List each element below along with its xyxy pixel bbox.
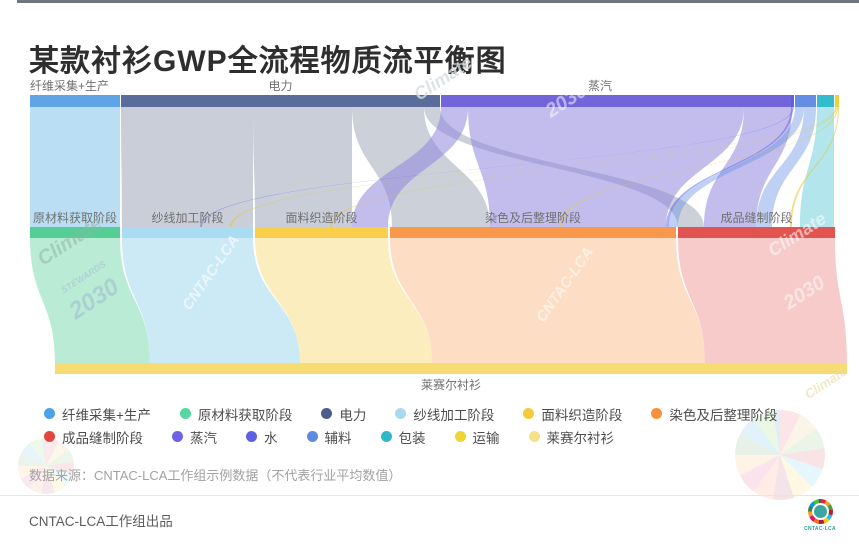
legend-dot-icon	[651, 408, 663, 419]
sankey-node-label-fabric: 面料织造阶段	[285, 210, 357, 225]
legend-label: 纤维采集+生产	[62, 407, 151, 423]
legend-dot-icon	[44, 431, 55, 442]
legend-dot-icon	[172, 431, 183, 442]
logo-text: CNTAC-LCA	[804, 526, 836, 532]
data-source-note: 数据来源：CNTAC-LCA工作组示例数据（不代表行业平均数值）	[29, 468, 402, 483]
legend-row: 成品缝制阶段 蒸汽 水 辅料 包装 运输 莱赛尔衬衫	[44, 425, 844, 448]
sankey-node-label-shirt: 莱赛尔衬衫	[421, 377, 481, 392]
sankey-node-aux[interactable]	[795, 95, 816, 107]
sankey-node-yarn[interactable]	[122, 227, 253, 238]
sankey-link-trans-sew[interactable]	[790, 107, 839, 227]
sankey-node-label-elec: 电力	[268, 79, 292, 93]
legend-dot-icon	[321, 408, 333, 419]
sankey-link-trans-dye[interactable]	[560, 107, 838, 227]
legend-item-纱线加工阶段[interactable]: 纱线加工阶段	[395, 404, 494, 424]
cntac-lca-logo: CNTAC-LCA	[803, 499, 837, 532]
sankey-node-label-steam: 蒸汽	[588, 78, 612, 93]
sankey-node-label-fiber: 纤维采集+生产	[30, 78, 109, 93]
legend-dot-icon	[306, 431, 318, 442]
legend-item-蒸汽[interactable]: 蒸汽	[172, 427, 217, 447]
sankey-link-fabric-shirt[interactable]	[255, 238, 432, 363]
page-title: 某款衬衫GWP全流程物质流平衡图	[29, 45, 507, 79]
chart-legend: 纤维采集+生产 原材料获取阶段 电力 纱线加工阶段 面料织造阶段 染色及后整理阶段成品缝制…	[44, 402, 844, 448]
legend-item-莱赛尔衬衫[interactable]: 莱赛尔衬衫	[528, 427, 615, 447]
legend-item-辅料[interactable]: 辅料	[306, 427, 352, 447]
legend-item-纤维采集+生产[interactable]: 纤维采集+生产	[44, 404, 151, 424]
legend-dot-icon	[523, 408, 535, 419]
sankey-link-steam-sew[interactable]	[704, 107, 792, 227]
sankey-link-aux-sew[interactable]	[756, 107, 816, 227]
legend-item-电力[interactable]: 电力	[321, 404, 366, 424]
legend-item-包装[interactable]: 包装	[380, 427, 426, 447]
legend-dot-icon	[395, 408, 407, 419]
footer-divider	[0, 495, 859, 496]
legend-label: 包装	[398, 430, 426, 446]
legend-dot-icon	[380, 431, 392, 442]
sdg-wheel-icon	[807, 499, 833, 524]
sankey-link-sew-shirt[interactable]	[678, 238, 847, 363]
sankey-node-steam[interactable]	[441, 95, 792, 107]
legend-item-面料织造阶段[interactable]: 面料织造阶段	[523, 404, 622, 424]
sankey-link-water-yarn[interactable]	[200, 107, 794, 227]
sankey-link-steam-dye[interactable]	[468, 107, 744, 227]
sankey-node-label-yarn: 纱线加工阶段	[151, 210, 223, 225]
top-edge-line	[17, 0, 859, 3]
sankey-link-elec-fabric[interactable]	[253, 107, 352, 227]
sankey-node-shirt[interactable]	[55, 363, 847, 374]
sankey-node-sew[interactable]	[678, 227, 835, 238]
sankey-link-steam-fabric[interactable]	[352, 107, 468, 227]
legend-dot-icon	[179, 408, 191, 419]
legend-label: 原材料获取阶段	[197, 407, 293, 423]
legend-label: 运输	[472, 430, 500, 446]
sankey-node-dye[interactable]	[390, 227, 676, 238]
legend-label: 辅料	[324, 430, 352, 446]
producer-credit: CNTAC-LCA工作组出品	[29, 514, 173, 529]
legend-item-水[interactable]: 水	[246, 427, 278, 447]
legend-label: 纱线加工阶段	[413, 407, 495, 423]
sankey-node-elec[interactable]	[121, 95, 440, 107]
sankey-link-fiber-raw[interactable]	[30, 107, 120, 227]
legend-item-染色及后整理阶段[interactable]: 染色及后整理阶段	[651, 404, 777, 424]
sankey-link-trans-fabric[interactable]	[330, 107, 837, 227]
legend-dot-icon	[454, 431, 466, 442]
legend-row: 纤维采集+生产 原材料获取阶段 电力 纱线加工阶段 面料织造阶段 染色及后整理阶段	[44, 402, 844, 425]
legend-label: 染色及后整理阶段	[669, 407, 778, 423]
legend-label: 面料织造阶段	[541, 407, 623, 423]
sankey-node-label-dye: 染色及后整理阶段	[485, 210, 581, 225]
sankey-node-pack[interactable]	[817, 95, 834, 107]
sankey-link-dye-shirt[interactable]	[390, 238, 705, 363]
sankey-node-label-raw: 原材料获取阶段	[33, 210, 117, 225]
legend-label: 电力	[339, 407, 367, 423]
sankey-node-water[interactable]	[791, 95, 794, 107]
legend-label: 蒸汽	[190, 430, 217, 446]
sankey-link-elec-yarn[interactable]	[121, 107, 253, 227]
sankey-link-trans-yarn[interactable]	[230, 107, 836, 227]
sankey-node-trans[interactable]	[835, 95, 839, 107]
sankey-node-raw[interactable]	[30, 227, 120, 238]
sankey-link-pack-sew[interactable]	[800, 107, 834, 227]
legend-dot-icon	[528, 431, 540, 442]
sankey-link-water-dye[interactable]	[666, 107, 793, 227]
legend-label: 水	[264, 430, 278, 446]
legend-dot-icon	[246, 431, 257, 442]
sankey-node-fiber[interactable]	[30, 95, 120, 107]
legend-item-原材料获取阶段[interactable]: 原材料获取阶段	[179, 404, 293, 424]
sankey-link-aux-dye[interactable]	[669, 107, 804, 227]
legend-label: 莱赛尔衬衫	[546, 430, 615, 446]
legend-label: 成品缝制阶段	[62, 430, 143, 446]
sankey-node-label-sew: 成品缝制阶段	[720, 210, 792, 225]
legend-item-运输[interactable]: 运输	[454, 427, 500, 447]
legend-dot-icon	[44, 408, 55, 419]
legend-item-成品缝制阶段[interactable]: 成品缝制阶段	[44, 427, 143, 447]
sankey-link-raw-shirt[interactable]	[30, 238, 150, 363]
sankey-node-fabric[interactable]	[255, 227, 388, 238]
sankey-link-yarn-shirt[interactable]	[122, 238, 300, 363]
